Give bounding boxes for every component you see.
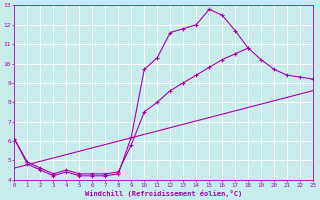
X-axis label: Windchill (Refroidissement éolien,°C): Windchill (Refroidissement éolien,°C) [85, 190, 242, 197]
